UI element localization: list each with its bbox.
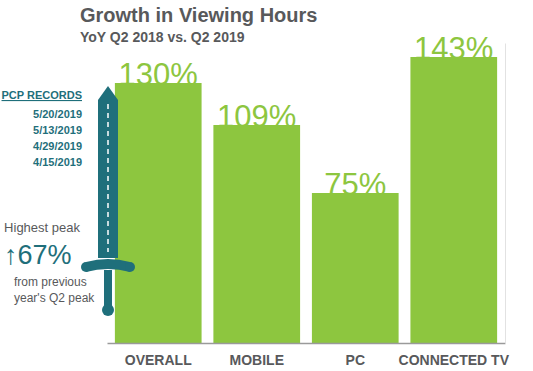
sword-hilt: [104, 270, 112, 306]
sword-icon: [81, 86, 135, 316]
x-tick-label: PC: [346, 352, 365, 368]
chart: Growth in Viewing Hours YoY Q2 2018 vs. Q…: [0, 0, 533, 371]
record-date: 4/15/2019: [33, 156, 82, 168]
bar: [213, 125, 300, 343]
sword-pommel: [102, 304, 114, 316]
sword-blade: [98, 86, 118, 258]
x-tick: MOBILE: [230, 343, 284, 368]
record-date: 4/29/2019: [33, 140, 82, 152]
record-date: 5/20/2019: [33, 108, 82, 120]
bars: [115, 57, 497, 343]
record-date: 5/13/2019: [33, 124, 82, 136]
bar: [410, 57, 497, 343]
sword-guard-end: [81, 262, 91, 272]
data-label: 109%: [217, 99, 296, 134]
peak-note: from previous: [14, 275, 87, 289]
data-label: 75%: [324, 167, 386, 202]
sword-guard-end: [125, 262, 135, 272]
peak-note: year's Q2 peak: [14, 291, 95, 305]
x-axis: OVERALL MOBILE PC CONNECTED TV: [108, 343, 510, 368]
title: Growth in Viewing Hours: [80, 4, 317, 26]
x-axis-line: [108, 343, 506, 345]
sword-groove: [107, 104, 109, 252]
annotations: PCP RECORDS 5/20/2019 5/13/2019 4/29/2019 4/…: [2, 86, 135, 316]
data-label: 130%: [119, 57, 198, 92]
x-tick-label: MOBILE: [230, 352, 284, 368]
data-label: 143%: [414, 31, 493, 66]
peak-change: ↑67%: [4, 240, 72, 270]
x-tick-label: CONNECTED TV: [399, 352, 510, 368]
data-labels: 130% 109% 75% 143%: [119, 31, 494, 202]
x-tick: CONNECTED TV: [399, 343, 510, 368]
x-tick: PC: [346, 343, 365, 368]
peak-label: Highest peak: [4, 220, 80, 235]
y-axis: [505, 44, 506, 344]
bar: [115, 83, 202, 343]
x-tick-label: OVERALL: [125, 352, 192, 368]
records-title: PCP RECORDS: [2, 89, 82, 101]
x-tick: OVERALL: [125, 343, 192, 368]
bar: [312, 193, 399, 343]
y-axis-line: [505, 44, 506, 344]
subtitle: YoY Q2 2018 vs. Q2 2019: [80, 29, 245, 45]
